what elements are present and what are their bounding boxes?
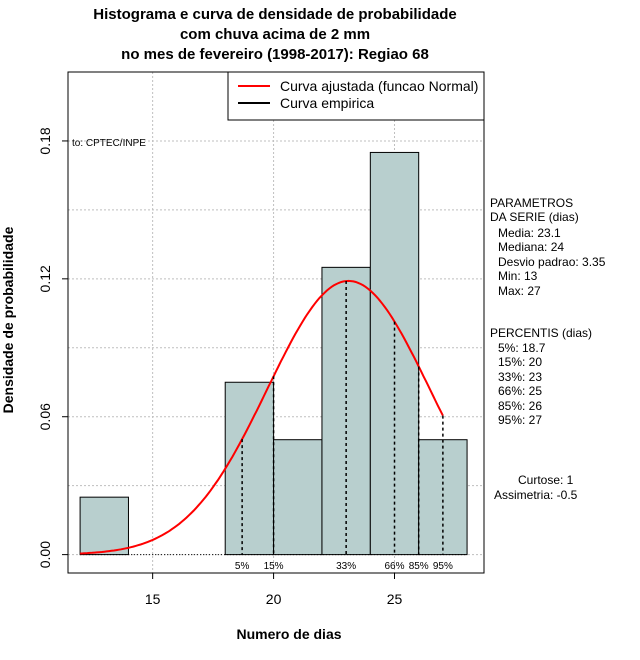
histogram-bar	[321, 266, 371, 556]
assimetria-label: Assimetria: -0.5	[494, 488, 578, 502]
y-tick-label: 0.12	[37, 265, 53, 292]
percentile-label: 66%	[385, 561, 405, 572]
x-axis-title: Numero de dias	[236, 626, 341, 642]
percentile-label: 5%	[235, 561, 250, 572]
x-tick-label: 20	[266, 591, 282, 607]
percentil-85: 85%: 26	[498, 399, 543, 413]
legend-fitted-label: Curva ajustada (funcao Normal)	[280, 78, 478, 94]
percentile-label: 15%	[264, 561, 284, 572]
percentil-5: 5%: 18.7	[498, 341, 546, 355]
percentile-label: 33%	[336, 561, 356, 572]
param-max: Max: 27	[498, 284, 541, 298]
param-min: Min: 13	[498, 269, 538, 283]
percentil-33: 33%: 23	[498, 370, 543, 384]
percentil-66: 66%: 25	[498, 384, 543, 398]
percentil-95: 95%: 27	[498, 413, 543, 427]
y-tick-label: 0.00	[37, 541, 53, 568]
legend-box	[227, 71, 485, 121]
percentil-15: 15%: 20	[498, 355, 543, 369]
percentile-label: 85%	[409, 561, 429, 572]
title-line-3: no mes de fevereiro (1998-2017): Regiao …	[121, 46, 429, 63]
x-tick-label: 15	[145, 591, 161, 607]
param-mediana: Mediana: 24	[498, 240, 565, 254]
title-line-1: Histograma e curva de densidade de proba…	[93, 6, 457, 23]
params-heading-1: PARAMETROS	[490, 196, 574, 210]
curtose-label: Curtose: 1	[518, 473, 574, 487]
legend-empirical-label: Curva empirica	[280, 95, 374, 111]
y-tick-label: 0.06	[37, 403, 53, 430]
param-media: Media: 23.1	[498, 226, 561, 240]
y-tick-label: 0.18	[37, 127, 53, 154]
params-heading-2: DA SERIE (dias)	[490, 210, 579, 224]
percentis-heading: PERCENTIS (dias)	[490, 326, 593, 340]
param-desvio: Desvio padrao: 3.35	[498, 255, 606, 269]
histogram-bar	[79, 496, 129, 556]
source-note: to: CPTEC/INPE	[72, 138, 146, 149]
histogram-bar	[273, 439, 323, 556]
legend: Curva ajustada (funcao Normal)Curva empi…	[227, 71, 485, 121]
percentile-label: 95%	[433, 561, 453, 572]
x-tick-label: 25	[387, 591, 403, 607]
normal-fit-curve	[80, 279, 444, 555]
title-line-2: com chuva acima de 2 mm	[179, 26, 371, 43]
histogram-bar	[224, 381, 275, 556]
y-axis-title: Densidade de probabilidade	[0, 226, 16, 413]
